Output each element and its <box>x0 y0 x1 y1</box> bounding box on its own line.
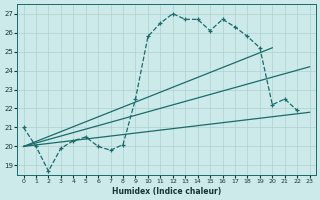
X-axis label: Humidex (Indice chaleur): Humidex (Indice chaleur) <box>112 187 221 196</box>
